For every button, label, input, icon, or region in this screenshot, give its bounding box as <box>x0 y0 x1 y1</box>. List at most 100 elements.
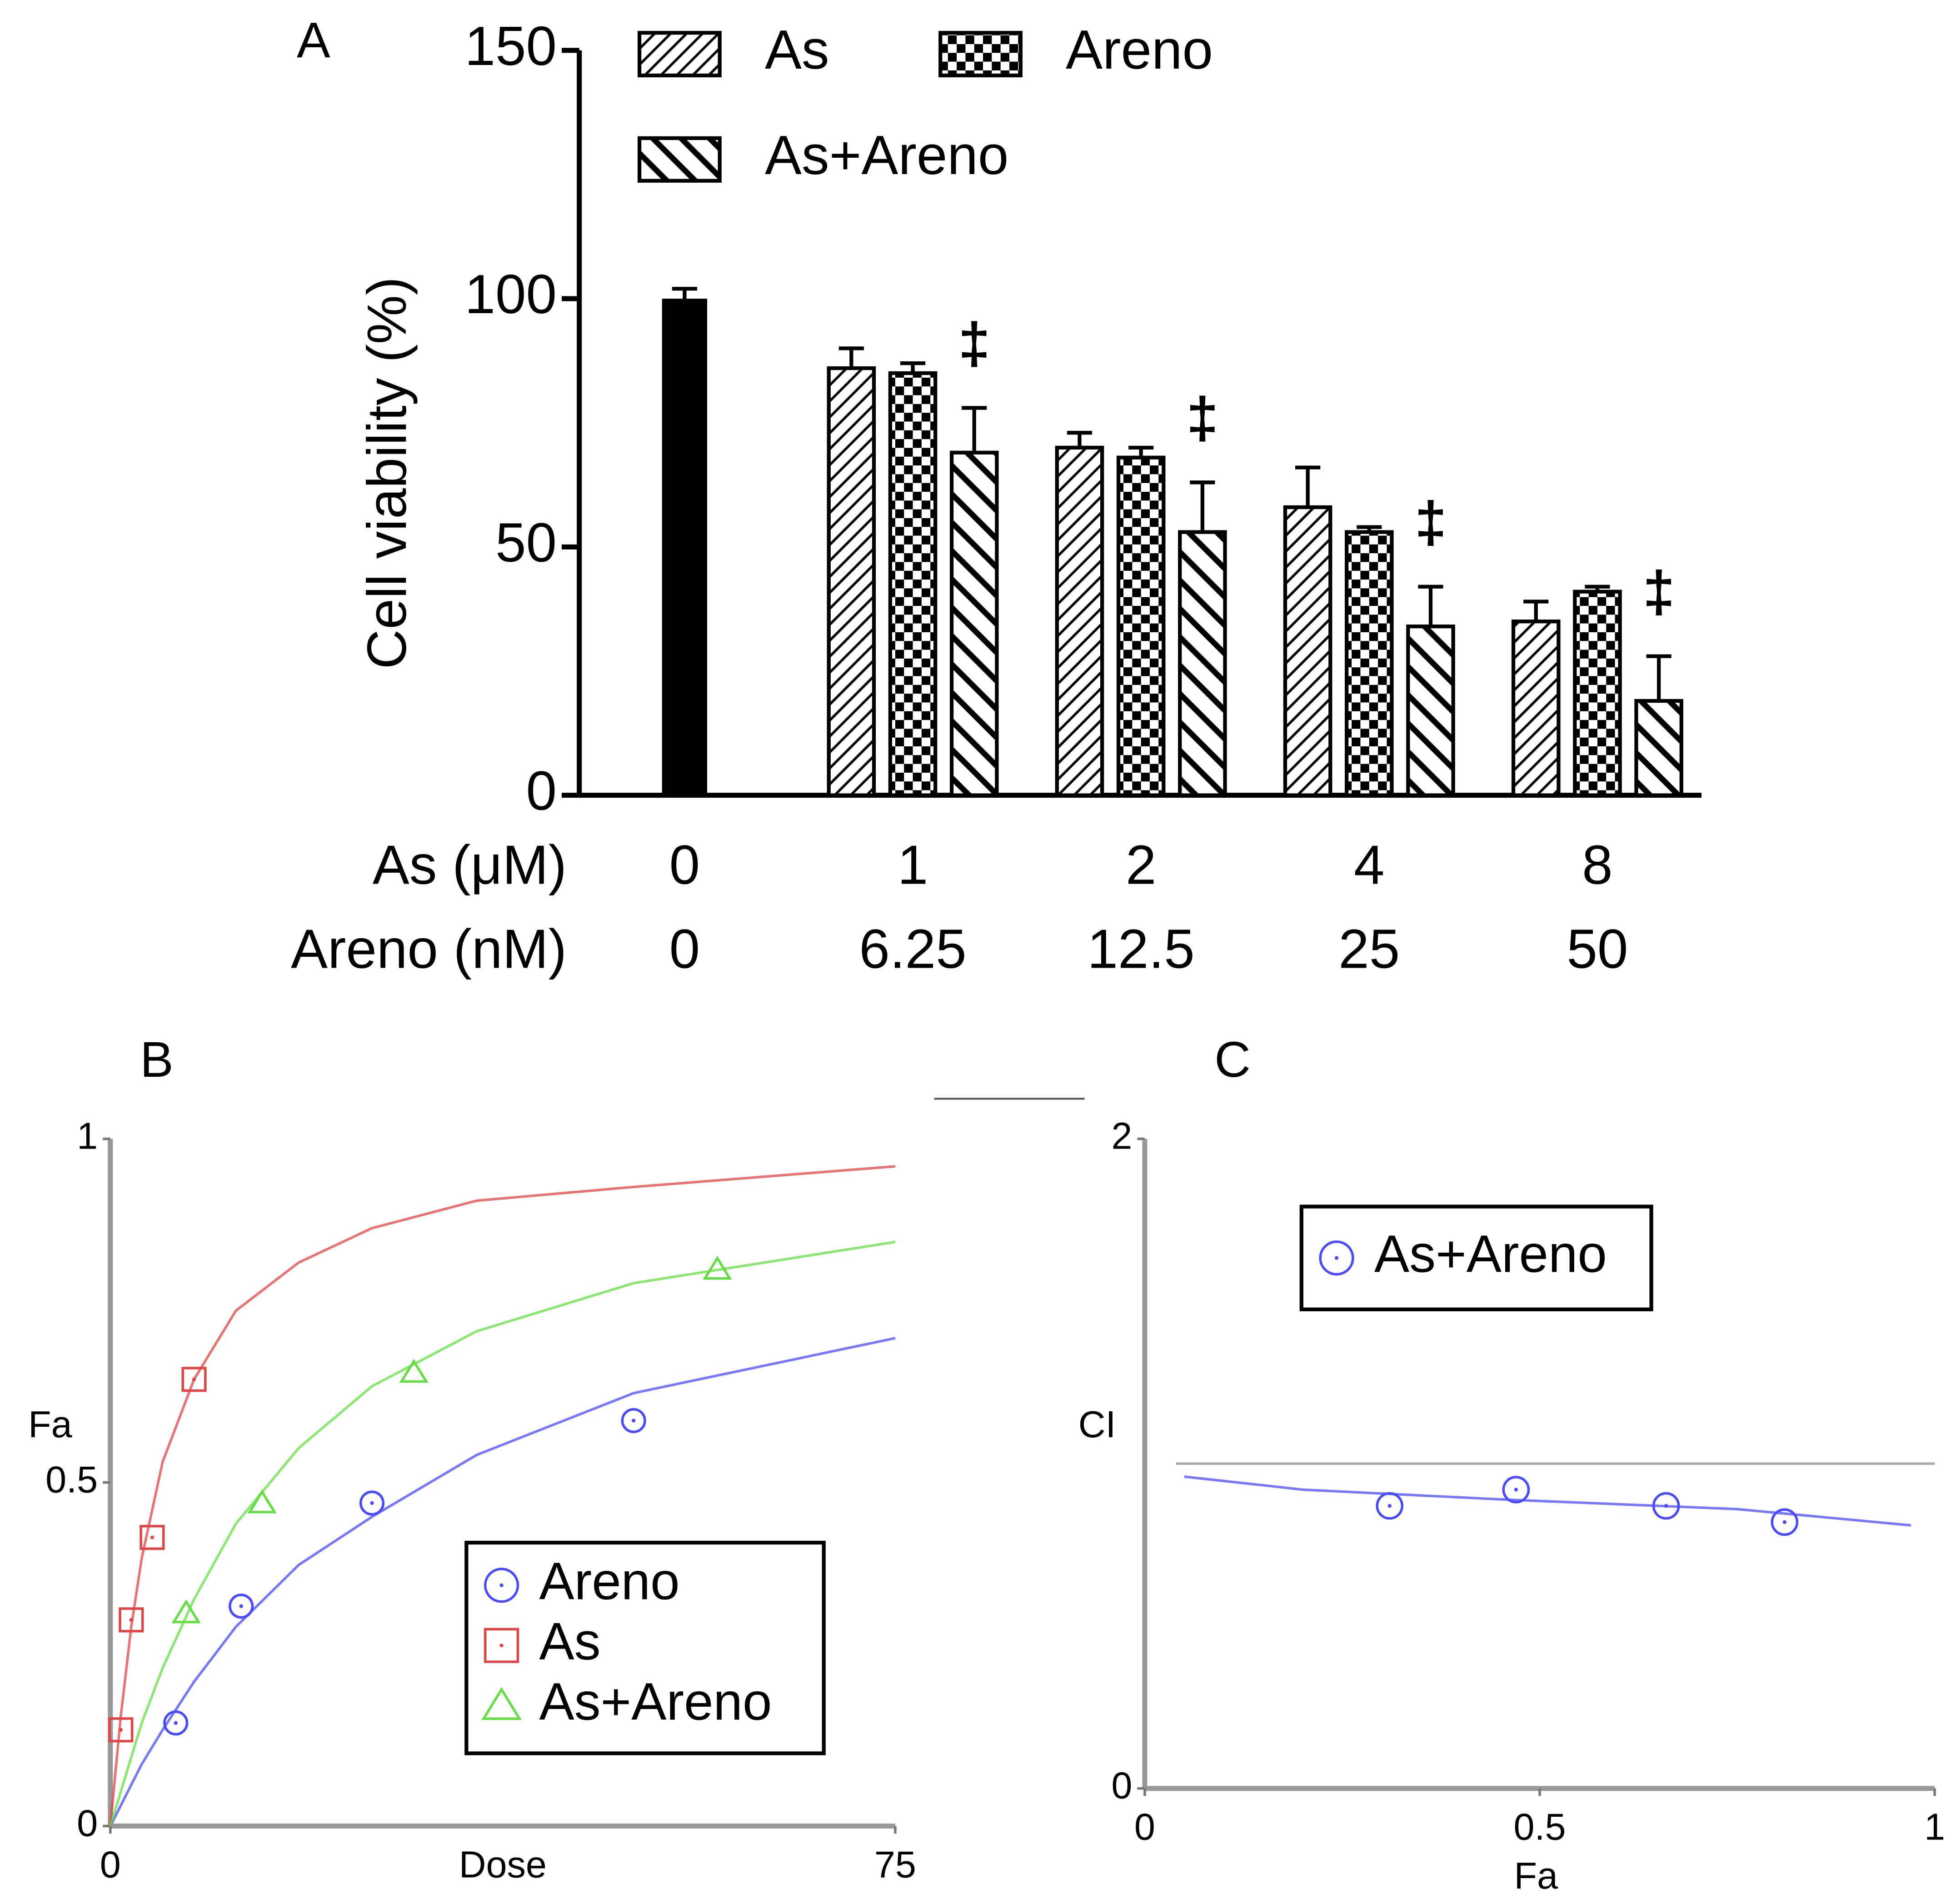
control-bar <box>662 299 708 795</box>
fit-line <box>109 1240 896 1827</box>
bar <box>1055 445 1104 797</box>
y-tick-label: 150 <box>464 15 557 77</box>
point <box>1652 1492 1680 1520</box>
point <box>359 1490 385 1516</box>
y-tick-label: 0 <box>77 1802 98 1844</box>
annotation: ‡ <box>1187 385 1219 450</box>
row-label: Areno (nM) <box>291 918 567 979</box>
x-tick-label: 0 <box>1134 1806 1155 1848</box>
legend-label: Areno <box>1066 19 1213 80</box>
y-tick-label: 50 <box>495 511 557 573</box>
point-dot <box>239 1604 243 1608</box>
point <box>703 1255 732 1280</box>
legend-swatch <box>637 31 722 78</box>
legend-label: As <box>539 1612 600 1671</box>
x-tick-label: 0 <box>100 1843 121 1885</box>
point-dot <box>632 1419 636 1423</box>
point <box>108 1717 134 1743</box>
bar <box>827 366 876 797</box>
legend-label: Areno <box>539 1551 679 1610</box>
x-tick-label: 25 <box>1338 918 1400 979</box>
point <box>1376 1492 1404 1520</box>
point <box>171 1599 201 1624</box>
y-tick-label: 0.5 <box>45 1458 98 1500</box>
x-axis-label: Fa <box>1514 1854 1558 1897</box>
bar <box>1178 530 1227 797</box>
legend-box <box>464 1540 826 1755</box>
legend-label: As+Areno <box>1374 1224 1607 1283</box>
fit-line <box>109 1165 896 1826</box>
point <box>140 1524 165 1550</box>
x-tick-label: 75 <box>874 1843 916 1885</box>
point-dot <box>1514 1488 1518 1492</box>
x-tick-label: 12.5 <box>1088 918 1195 979</box>
point <box>163 1710 189 1736</box>
point <box>399 1359 429 1383</box>
point-dot <box>150 1535 155 1539</box>
point-dot <box>1387 1504 1392 1508</box>
x-tick-label: 1 <box>1924 1806 1945 1848</box>
x-tick-label: 0.5 <box>1513 1806 1566 1848</box>
bar <box>1573 590 1622 797</box>
annotation: ‡ <box>958 311 990 375</box>
point <box>181 1367 207 1392</box>
panel-label: A <box>297 12 330 68</box>
x-axis-label: Dose <box>459 1843 547 1885</box>
y-tick-label: 1 <box>77 1114 98 1157</box>
legend-swatch <box>938 31 1023 78</box>
y-tick-label: 100 <box>464 263 557 325</box>
x-tick-label: 2 <box>1126 834 1157 895</box>
x-tick-label: 0 <box>669 918 700 979</box>
bar <box>1634 699 1683 797</box>
bar <box>888 371 938 797</box>
legend-box <box>1299 1204 1653 1311</box>
point-dot <box>1782 1520 1786 1524</box>
x-tick-label: 0 <box>669 834 700 895</box>
bar <box>1116 455 1166 797</box>
bar <box>1283 505 1332 797</box>
legend-marker-dot <box>499 1644 504 1648</box>
panel-label: C <box>1214 1032 1251 1088</box>
point <box>247 1489 277 1514</box>
fit-line <box>109 1337 896 1827</box>
x-tick-label: 50 <box>1567 918 1628 979</box>
point-dot <box>370 1501 374 1505</box>
point <box>1502 1475 1530 1504</box>
point-dot <box>192 1377 196 1381</box>
annotation: ‡ <box>1415 490 1447 554</box>
legend-marker <box>481 1687 522 1720</box>
panel-label: B <box>140 1032 174 1088</box>
point <box>119 1607 144 1633</box>
bar <box>1511 620 1561 797</box>
bar <box>1406 625 1455 797</box>
x-tick-label: 6.25 <box>859 918 966 979</box>
y-tick-label: 2 <box>1111 1114 1132 1157</box>
point-dot <box>119 1728 123 1732</box>
y-tick-label: 0 <box>526 760 557 822</box>
point <box>621 1408 646 1434</box>
legend-marker <box>1319 1240 1354 1276</box>
x-tick-label: 1 <box>898 834 928 895</box>
x-tick-label: 8 <box>1582 834 1613 895</box>
x-tick-label: 4 <box>1354 834 1385 895</box>
legend-label: As+Areno <box>765 124 1008 186</box>
row-label: As (μM) <box>373 834 567 895</box>
y-axis-label: Fa <box>28 1403 73 1445</box>
legend-marker-dot <box>1334 1256 1339 1260</box>
y-axis-label: CI <box>1078 1403 1116 1445</box>
legend-label: As+Areno <box>539 1672 772 1731</box>
annotation: ‡ <box>1643 559 1675 624</box>
point-dot <box>129 1618 133 1622</box>
y-axis-label: Cell viability (%) <box>356 277 418 669</box>
legend-marker <box>484 1568 519 1603</box>
point <box>1771 1508 1799 1536</box>
legend-swatch <box>637 136 722 183</box>
point <box>229 1594 254 1619</box>
legend-marker <box>484 1628 519 1663</box>
y-tick-label: 0 <box>1111 1764 1132 1807</box>
legend-label: As <box>765 19 829 80</box>
point-dot <box>174 1721 178 1725</box>
bar <box>1345 530 1394 797</box>
